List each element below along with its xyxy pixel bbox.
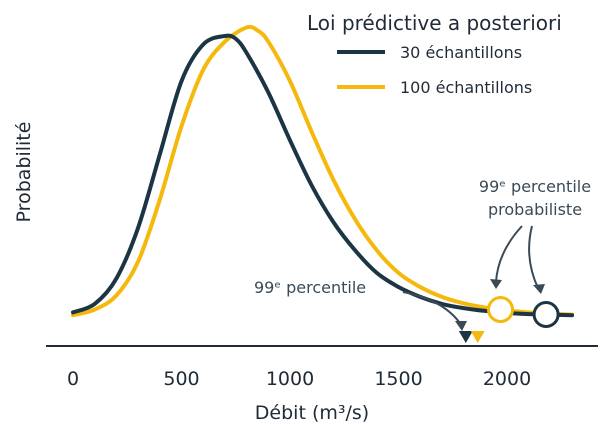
x-ticks: 0 500 1000 1500 2000 <box>67 368 531 390</box>
percentile-probabiliste-marker-100 <box>487 296 514 323</box>
annotation-probabiliste-line1: 99ᵉ percentile <box>479 177 591 196</box>
x-tick-label: 0 <box>67 368 79 390</box>
series-line-30 <box>71 33 575 318</box>
annotation-probabiliste-line2: probabiliste <box>488 200 582 219</box>
series-line-100 <box>71 24 575 318</box>
annotation-probabiliste-arrow-right <box>528 225 539 289</box>
x-tick-label: 1000 <box>266 368 314 390</box>
annotation-percentile-arrow <box>402 291 463 327</box>
x-tick-label: 500 <box>163 368 199 390</box>
y-axis-title: Probabilité <box>13 122 35 223</box>
x-axis-title: Débit (m³/s) <box>255 402 369 424</box>
x-tick-label: 2000 <box>483 368 531 390</box>
legend-label-30: 30 échantillons <box>400 43 522 62</box>
x-tick-label: 1500 <box>374 368 422 390</box>
annotation-percentile: 99ᵉ percentile <box>254 278 467 331</box>
percentile-marker-30 <box>458 331 473 343</box>
annotation-probabiliste-arrowhead-right <box>533 284 545 294</box>
annotation-percentile-probabiliste: 99ᵉ percentile probabiliste <box>479 177 591 294</box>
legend-label-100: 100 échantillons <box>400 78 532 97</box>
series-lines <box>71 24 575 318</box>
annotation-percentile-arrowhead <box>455 321 467 331</box>
annotation-probabiliste-arrow-left <box>495 225 523 283</box>
percentile-probabiliste-marker-30 <box>532 301 560 328</box>
annotation-percentile-text: 99ᵉ percentile <box>254 278 366 297</box>
percentile-marker-100 <box>470 331 485 343</box>
legend-title: Loi prédictive a posteriori <box>307 11 562 35</box>
percentile-markers <box>458 296 560 343</box>
legend: Loi prédictive a posteriori 30 échantill… <box>307 11 562 97</box>
annotation-probabiliste-arrowhead-left <box>490 279 502 289</box>
